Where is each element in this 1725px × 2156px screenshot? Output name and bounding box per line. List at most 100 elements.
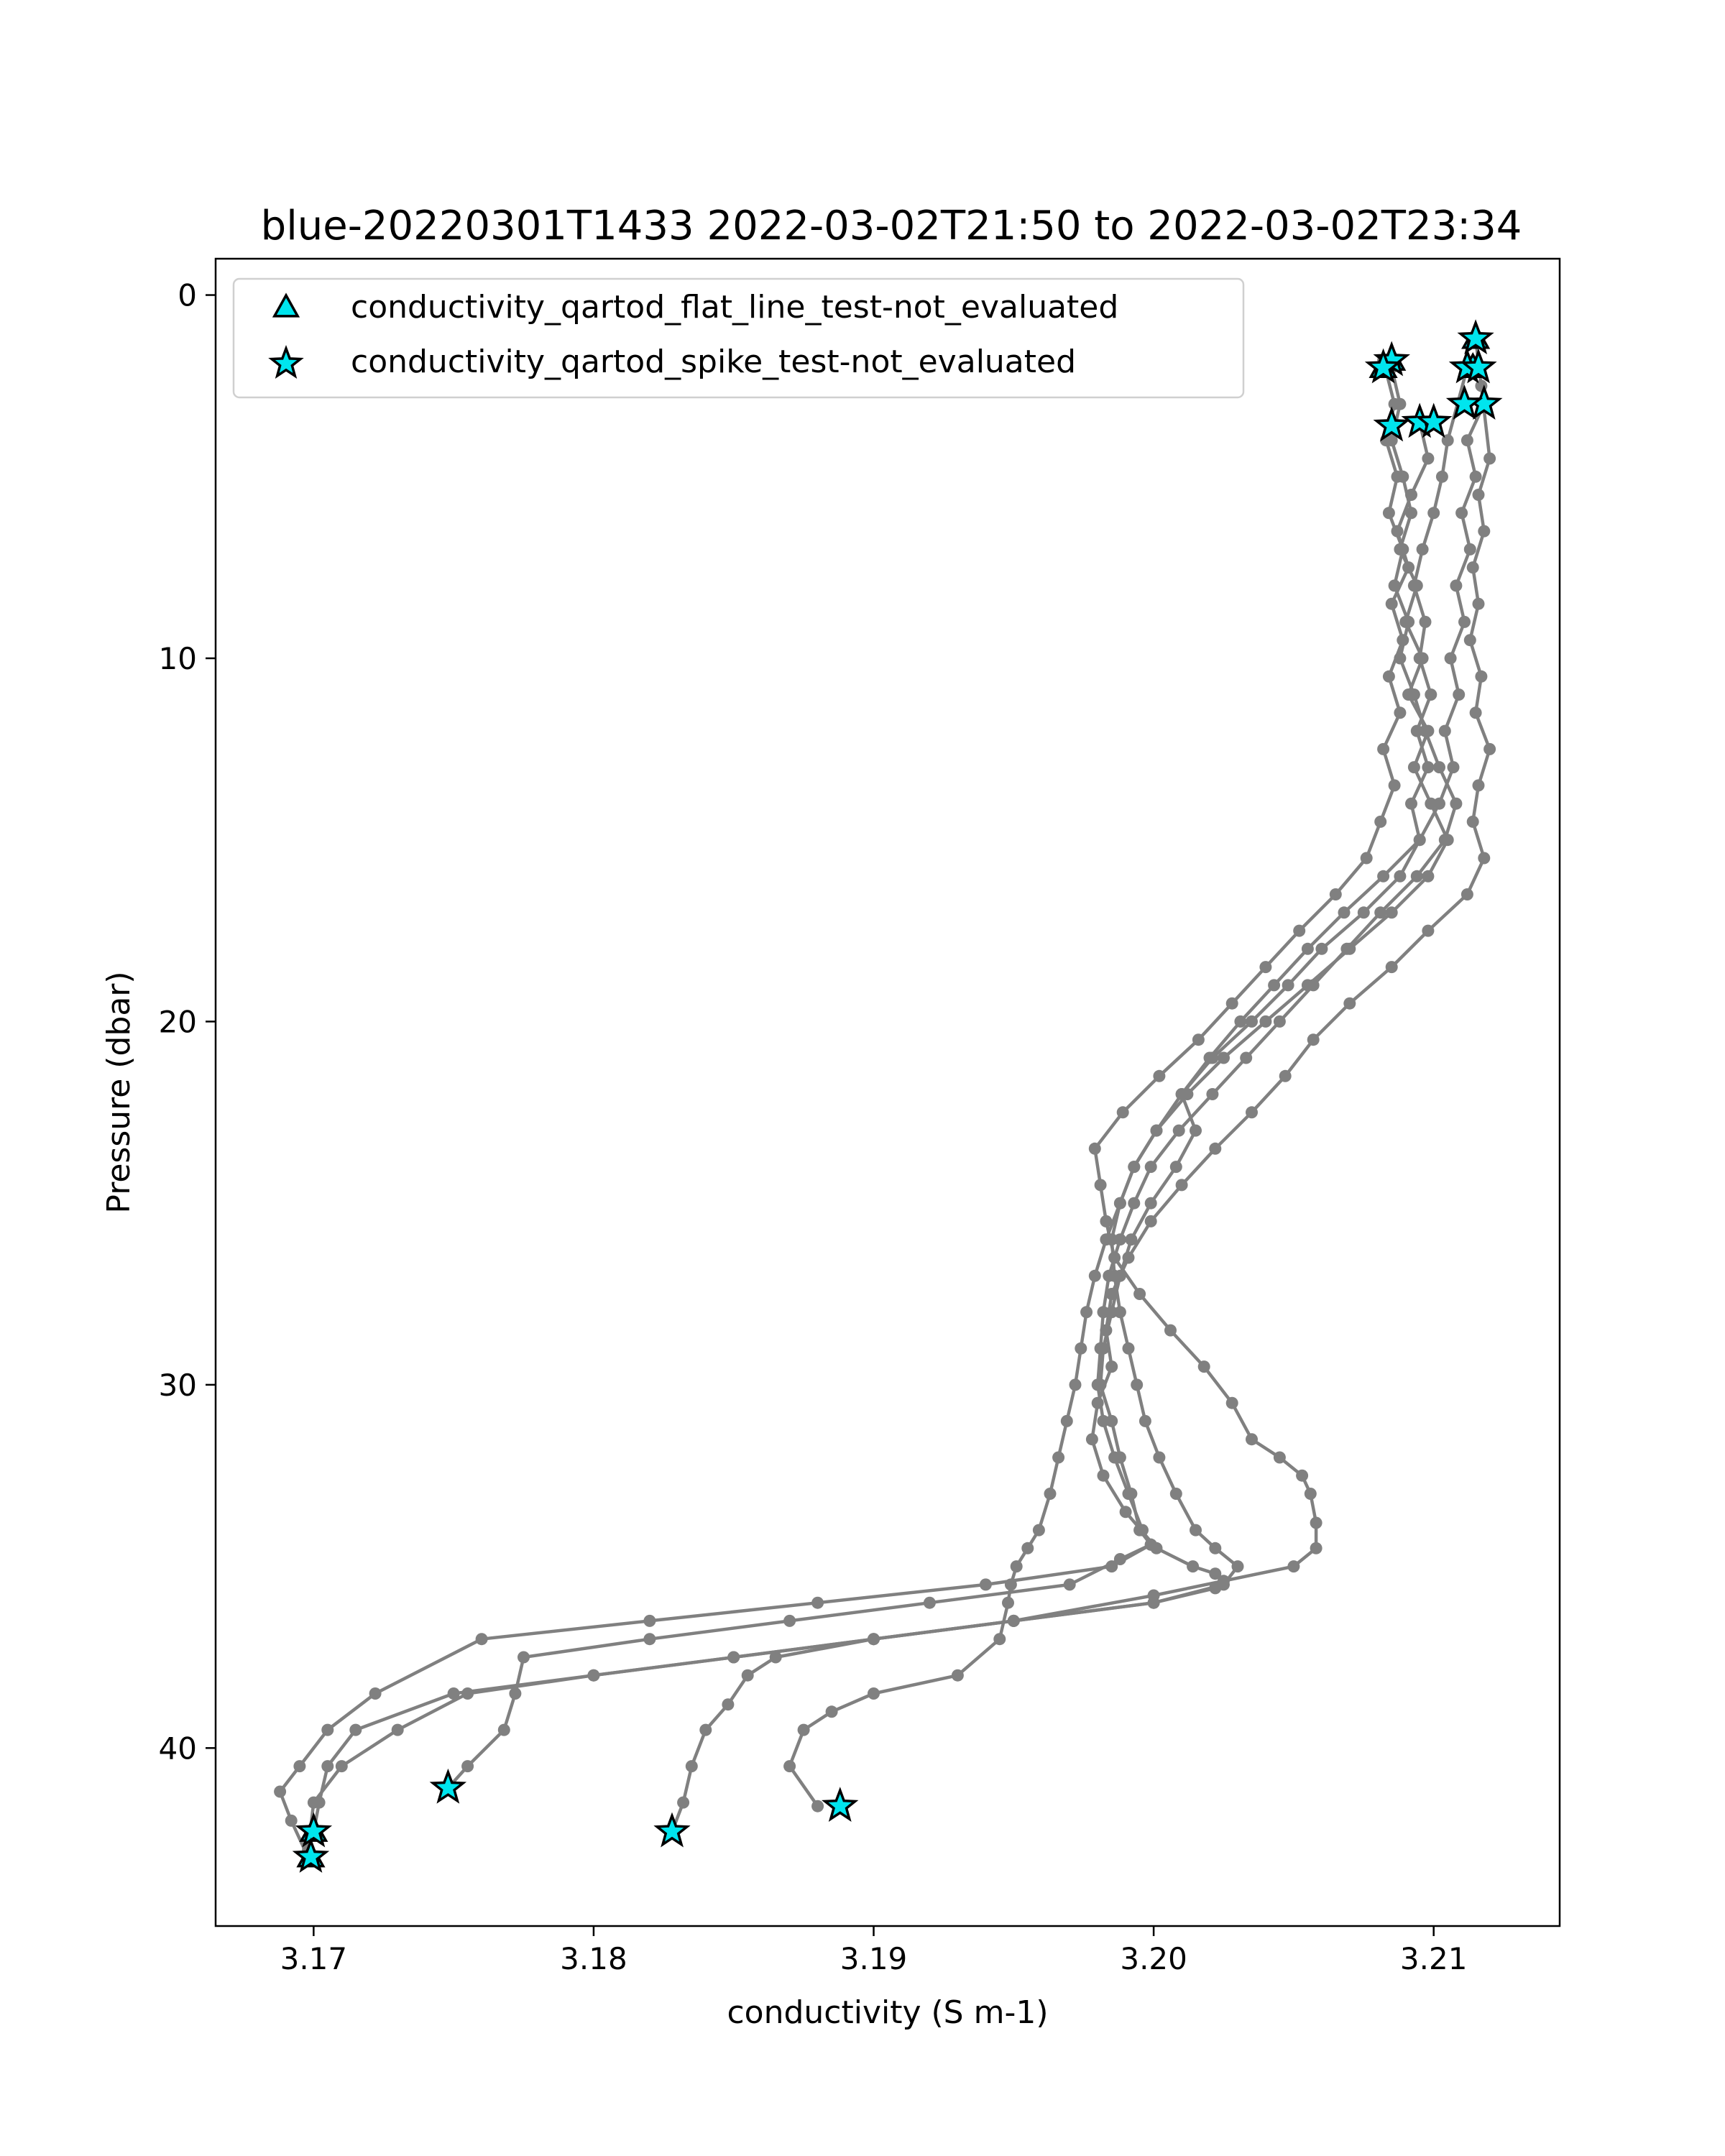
axes: 3.17 3.18 3.19 3.20 3.21 0 10 20 30 40 [159, 257, 1561, 1976]
qc-spike-marker [653, 1812, 691, 1848]
data-point [1438, 724, 1451, 737]
data-point [811, 1596, 824, 1609]
data-point [391, 1723, 404, 1736]
qc-spike-marker [1415, 402, 1453, 438]
data-point [349, 1723, 362, 1736]
data-point [1133, 1288, 1146, 1300]
data-point [1422, 452, 1435, 465]
plot-area [274, 319, 1503, 1873]
data-point [1388, 779, 1401, 792]
qc-spike-marker [1373, 406, 1410, 442]
qc-spike-marker [1457, 319, 1494, 355]
legend-star-icon [268, 345, 304, 379]
data-point [1304, 1488, 1317, 1500]
data-point [1385, 597, 1398, 610]
data-point [797, 1723, 810, 1736]
data-point [1425, 797, 1438, 810]
data-point [677, 1796, 690, 1809]
data-point [1472, 489, 1485, 501]
data-point [1282, 979, 1294, 992]
data-point [293, 1760, 306, 1773]
data-point [1097, 1306, 1110, 1319]
x-tick-label: 3.20 [1120, 1941, 1187, 1976]
data-point [1153, 1069, 1166, 1082]
data-point [1097, 1414, 1110, 1427]
data-point [868, 1687, 880, 1700]
data-point [1310, 1516, 1322, 1529]
data-point [1113, 1197, 1126, 1210]
data-point [1388, 397, 1401, 410]
data-point [1128, 1197, 1141, 1210]
data-point [1225, 997, 1238, 1010]
chart-title: blue-20220301T1433 2022-03-02T21:50 to 2… [261, 203, 1522, 249]
data-point [518, 1651, 530, 1664]
data-point [1416, 652, 1429, 665]
data-point [1197, 1360, 1210, 1373]
data-point [1343, 997, 1356, 1010]
data-point [1338, 906, 1351, 919]
data-point [1002, 1596, 1014, 1609]
data-point [1231, 1560, 1244, 1573]
qc-spike-marker [822, 1787, 859, 1823]
data-point [1450, 579, 1463, 592]
data-point [1377, 870, 1390, 883]
data-point [1478, 525, 1491, 538]
data-point [1105, 1560, 1118, 1573]
data-point [1419, 615, 1432, 628]
data-point [1225, 1396, 1238, 1409]
data-point [1169, 1488, 1182, 1500]
data-point [1405, 507, 1417, 520]
data-point [1310, 1542, 1322, 1554]
data-point [1478, 852, 1491, 865]
data-point [1175, 1088, 1188, 1100]
data-point [1080, 1306, 1093, 1319]
data-point [1394, 870, 1407, 883]
data-point [1407, 761, 1420, 774]
data-point [1427, 507, 1440, 520]
legend-entry-spike: conductivity_qartod_spike_test-not_evalu… [351, 344, 1076, 380]
data-point [1105, 1233, 1118, 1246]
data-point [1484, 452, 1496, 465]
data-point [1463, 634, 1476, 647]
data-point [1447, 761, 1460, 774]
data-point [1021, 1542, 1034, 1554]
y-axis: 0 10 20 30 40 [159, 278, 216, 1766]
data-point [1169, 1161, 1182, 1174]
data-point [1433, 797, 1445, 810]
data-point [1466, 561, 1479, 574]
data-point [1466, 815, 1479, 828]
qc-spike-marker [295, 1812, 333, 1848]
data-point [475, 1633, 488, 1646]
data-point [685, 1760, 698, 1773]
x-tick-label: 3.18 [560, 1941, 627, 1976]
data-point [1475, 670, 1488, 683]
data-point [307, 1796, 320, 1809]
data-point [722, 1698, 735, 1711]
x-axis-label: conductivity (S m-1) [727, 1994, 1048, 2031]
data-point [1063, 1578, 1076, 1591]
data-point [1010, 1560, 1023, 1573]
data-point [1293, 924, 1306, 937]
data-point [1422, 870, 1435, 883]
data-point [1472, 597, 1485, 610]
data-point [1435, 470, 1448, 483]
data-point [643, 1633, 656, 1646]
data-point [1105, 1414, 1118, 1427]
data-point [321, 1723, 334, 1736]
qc-spike-marker [429, 1768, 467, 1804]
data-point [1209, 1542, 1222, 1554]
data-point [1187, 1560, 1200, 1573]
data-point [1097, 1469, 1110, 1482]
data-point [1273, 1015, 1286, 1028]
data-point [1105, 1360, 1118, 1373]
data-point [1007, 1614, 1020, 1627]
x-axis: 3.17 3.18 3.19 3.20 3.21 [280, 1926, 1467, 1976]
data-point [1094, 1179, 1107, 1192]
data-point [1192, 1033, 1205, 1046]
data-point [1150, 1124, 1163, 1137]
data-point [1153, 1451, 1166, 1464]
data-point [497, 1723, 510, 1736]
data-point [321, 1760, 334, 1773]
data-point [1455, 507, 1468, 520]
data-point [1190, 1124, 1202, 1137]
